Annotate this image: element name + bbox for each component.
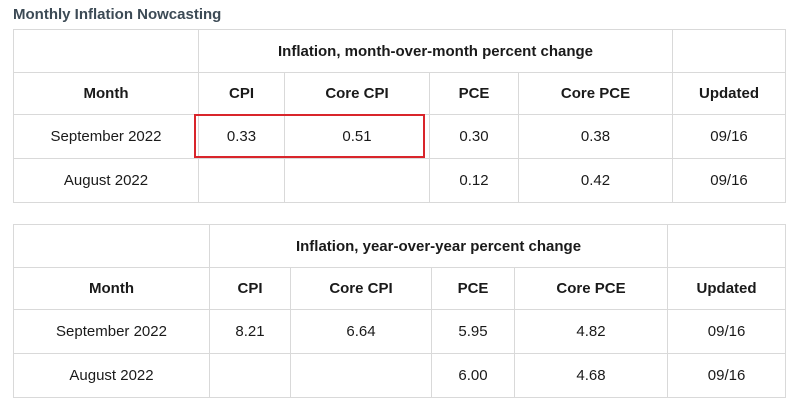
updated-cell: 09/16	[667, 309, 787, 354]
pce-cell: 0.30	[429, 114, 519, 159]
updated-cell: 09/16	[667, 353, 787, 398]
core-cpi-cell: 0.51	[284, 114, 430, 159]
pce-cell: 6.00	[431, 353, 515, 398]
yoy-inflation-table: Inflation, year-over-year percent change…	[13, 224, 787, 398]
month-cell: August 2022	[13, 158, 199, 203]
mom-inflation-table: Inflation, month-over-month percent chan…	[13, 29, 787, 203]
caption-spacer	[667, 224, 787, 268]
page-title: Monthly Inflation Nowcasting	[13, 6, 222, 23]
cpi-cell: 8.21	[209, 309, 291, 354]
table-row: August 2022 6.00 4.68 09/16	[13, 353, 787, 398]
column-header-cpi: CPI	[198, 72, 285, 115]
column-header-month: Month	[13, 72, 199, 115]
caption-spacer	[13, 29, 199, 73]
cpi-cell	[198, 158, 285, 203]
column-header-core-cpi: Core CPI	[284, 72, 430, 115]
month-cell: September 2022	[13, 114, 199, 159]
core-pce-cell: 0.42	[517, 158, 674, 203]
core-pce-cell: 0.38	[517, 114, 674, 159]
table-row: September 2022 8.21 6.64 5.95 4.82 09/16	[13, 309, 787, 354]
cpi-cell	[209, 353, 291, 398]
table-header-row: Month CPI Core CPI PCE Core PCE Updated	[13, 267, 787, 310]
column-header-month: Month	[13, 267, 210, 310]
caption-spacer	[13, 224, 210, 268]
core-pce-cell: 4.68	[513, 353, 669, 398]
core-pce-cell: 4.82	[513, 309, 669, 354]
column-header-pce: PCE	[429, 72, 519, 115]
table-row: August 2022 0.12 0.42 09/16	[13, 158, 787, 203]
column-header-cpi: CPI	[209, 267, 291, 310]
updated-cell: 09/16	[672, 114, 787, 159]
column-header-updated: Updated	[667, 267, 787, 310]
month-cell: September 2022	[13, 309, 210, 354]
table-header-row: Month CPI Core CPI PCE Core PCE Updated	[13, 72, 787, 115]
table-caption: Inflation, year-over-year percent change	[208, 224, 669, 268]
table-caption-row: Inflation, month-over-month percent chan…	[13, 29, 787, 73]
column-header-core-cpi: Core CPI	[290, 267, 432, 310]
column-header-core-pce: Core PCE	[513, 267, 669, 310]
pce-cell: 5.95	[431, 309, 515, 354]
cpi-cell: 0.33	[198, 114, 285, 159]
core-cpi-cell: 6.64	[290, 309, 432, 354]
core-cpi-cell	[284, 158, 430, 203]
column-header-pce: PCE	[431, 267, 515, 310]
table-caption: Inflation, month-over-month percent chan…	[197, 29, 674, 73]
column-header-core-pce: Core PCE	[517, 72, 674, 115]
column-header-updated: Updated	[672, 72, 787, 115]
pce-cell: 0.12	[429, 158, 519, 203]
table-caption-row: Inflation, year-over-year percent change	[13, 224, 787, 268]
updated-cell: 09/16	[672, 158, 787, 203]
table-row: September 2022 0.33 0.51 0.30 0.38 09/16	[13, 114, 787, 159]
core-cpi-cell	[290, 353, 432, 398]
month-cell: August 2022	[13, 353, 210, 398]
caption-spacer	[672, 29, 787, 73]
